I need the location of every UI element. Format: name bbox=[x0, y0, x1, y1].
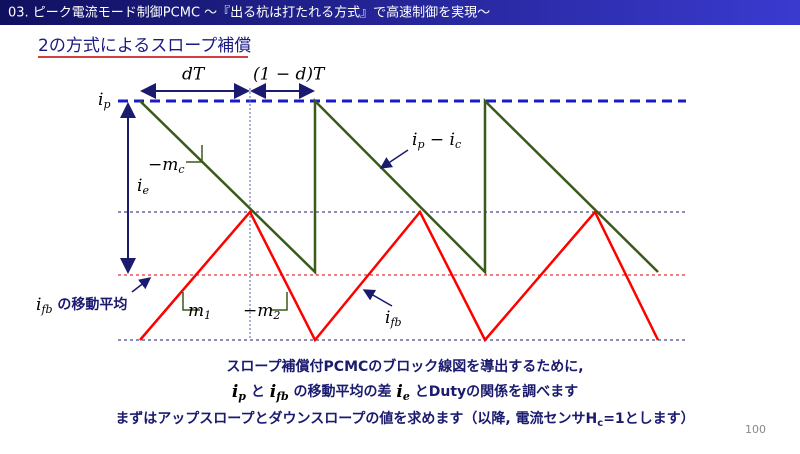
ifb-avg-pointer bbox=[131, 277, 152, 293]
m2-label: −m2 bbox=[243, 301, 280, 323]
ip-ic-pointer bbox=[379, 149, 409, 169]
mc-label: −mc bbox=[148, 155, 185, 177]
body-line-2: ip と ifb の移動平均の差 ie とDutyの関係を調べます bbox=[232, 382, 578, 404]
dt-label: dT bbox=[182, 65, 206, 85]
m1-label: m1 bbox=[188, 301, 211, 323]
body-line-3: まずはアップスロープとダウンスロープの値を求めます（以降, 電流センサHc=1と… bbox=[115, 410, 694, 429]
subtitle: 2の方式によるスロープ補償 bbox=[38, 36, 251, 56]
ip-ic-label: ip − ic bbox=[412, 130, 461, 152]
waveform bbox=[118, 83, 686, 343]
m2-slope-mark bbox=[270, 292, 288, 311]
ie-label: ie bbox=[137, 176, 149, 198]
ifb-wave bbox=[139, 209, 660, 343]
page-number: 100 bbox=[745, 423, 766, 436]
ip-label: ip bbox=[98, 90, 110, 112]
header-bar bbox=[0, 0, 800, 25]
ip-ic-wave bbox=[139, 97, 659, 276]
ifb-avg-label: ifb の移動平均 bbox=[36, 295, 127, 317]
ifb-pointer bbox=[362, 289, 393, 307]
mc-slope-mark bbox=[186, 145, 203, 163]
body-line-1: スロープ補償付PCMCのブロック線図を導出するために, bbox=[226, 358, 583, 375]
header-title: 03. ピーク電流モード制御PCMC ～『出る杭は打たれる方式』で高速制御を実現… bbox=[8, 5, 490, 21]
one-minus-dt-label: (1 − d)T bbox=[253, 65, 326, 85]
ifb-label: ifb bbox=[385, 308, 402, 330]
m1-slope-mark bbox=[182, 292, 200, 311]
